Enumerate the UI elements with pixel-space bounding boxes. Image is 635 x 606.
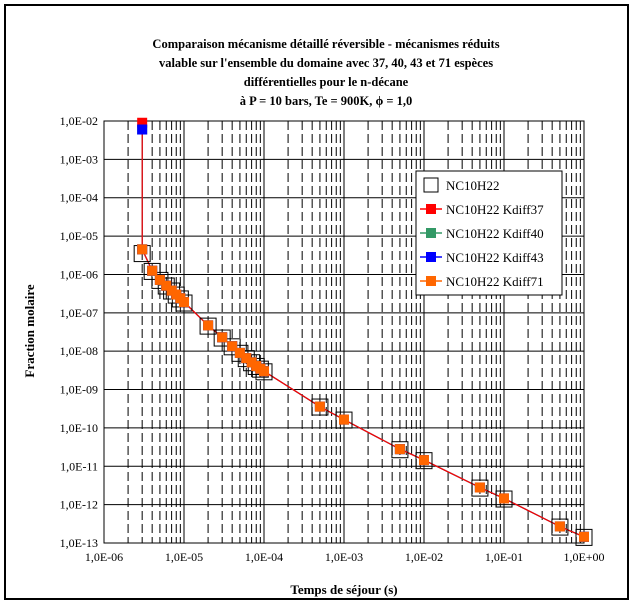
point-nc10h22: [311, 398, 329, 416]
x-tick-label: 1,0E+00: [563, 550, 604, 564]
legend-label-2: NC10H22 Kdiff40: [446, 226, 544, 241]
point-series-4: [217, 332, 228, 343]
point-nc10h22: [575, 528, 593, 546]
point-nc10h22: [495, 490, 513, 508]
chart-frame: Comparaison mécanisme détaillé réversibl…: [4, 4, 629, 600]
x-tick-label: 1,0E-04: [245, 550, 283, 564]
point-series-4: [227, 341, 238, 352]
chart-title-line-1: Comparaison mécanisme détaillé réversibl…: [152, 37, 500, 51]
y-tick-label: 1,0E-07: [60, 306, 98, 320]
x-tick-labels: 1,0E-06 1,0E-05 1,0E-04 1,0E-03 1,0E-02 1,0E-…: [85, 550, 605, 564]
y-tick-label: 1,0E-13: [60, 536, 98, 550]
chart-title-line-3: différentielles pour le n-décane: [243, 75, 409, 89]
point-nc10h22: [391, 441, 409, 459]
legend-label-4: NC10H22 Kdiff71: [446, 274, 544, 289]
point-series-4: [314, 401, 325, 412]
y-tick-label: 1,0E-11: [60, 459, 98, 473]
point-series-4: [259, 366, 269, 377]
point-series-4: [234, 347, 245, 358]
y-tick-label: 1,0E-10: [60, 421, 98, 435]
point-series-3: [137, 124, 148, 135]
point-series-4: [161, 280, 172, 291]
plot-area: [103, 120, 585, 544]
y-tick-label: 1,0E-03: [60, 152, 98, 166]
legend-marker-3: [426, 252, 436, 262]
point-series-4: [137, 244, 148, 255]
y-tick-label: 1,0E-12: [60, 498, 98, 512]
y-tick-label: 1,0E-04: [60, 191, 98, 205]
point-nc10h22: [151, 271, 169, 289]
x-tick-label: 1,0E-05: [165, 550, 203, 564]
point-series-4: [474, 482, 485, 493]
x-tick-label: 1,0E-01: [485, 550, 523, 564]
point-series-4: [554, 521, 565, 532]
point-series-4: [499, 493, 509, 504]
y-tick-label: 1,0E-09: [60, 383, 98, 397]
point-series-4: [339, 414, 349, 425]
legend-label-0: NC10H22: [446, 178, 499, 193]
y-tick-label: 1,0E-05: [60, 229, 98, 243]
point-series-4: [579, 531, 589, 542]
point-series-4: [147, 265, 158, 276]
y-tick-label: 1,0E-06: [60, 267, 98, 281]
point-series-4: [179, 297, 189, 308]
x-tick-label: 1,0E-06: [85, 550, 123, 564]
x-axis-label: Temps de séjour (s): [290, 582, 397, 597]
y-tick-label: 1,0E-02: [60, 114, 98, 128]
legend: NC10H22 NC10H22 Kdiff37 NC10H22 Kdiff40 NC1…: [415, 170, 563, 296]
point-nc10h22: [551, 518, 569, 536]
legend-marker-0: [423, 177, 439, 193]
point-series-4: [419, 455, 429, 466]
point-nc10h22: [335, 411, 353, 429]
point-series-1: [137, 117, 148, 128]
point-series-4: [203, 320, 214, 331]
series-layer: [133, 117, 593, 546]
legend-marker-2: [426, 228, 436, 238]
point-nc10h22: [199, 317, 217, 335]
x-tick-label: 1,0E-03: [325, 550, 363, 564]
point-series-4: [394, 444, 405, 455]
chart-title-line-2: valable sur l'ensemble du domaine avec 3…: [158, 56, 494, 70]
x-tick-label: 1,0E-02: [405, 550, 443, 564]
y-tick-labels: 1,0E-02 1,0E-03 1,0E-04 1,0E-05 1,0E-06 1,0E-…: [60, 114, 98, 550]
y-tick-label: 1,0E-08: [60, 344, 98, 358]
legend-marker-4: [426, 276, 436, 286]
point-series-4: [154, 274, 165, 285]
point-nc10h22: [213, 329, 231, 347]
point-series-4: [241, 353, 252, 364]
point-nc10h22: [471, 479, 489, 497]
chart-title-line-4: à P = 10 bars, Te = 900K, ϕ = 1,0: [239, 94, 413, 108]
point-nc10h22: [415, 452, 433, 470]
legend-marker-1: [426, 204, 436, 214]
legend-label-3: NC10H22 Kdiff43: [446, 250, 544, 265]
y-axis-label: Fraction molaire: [22, 284, 37, 377]
legend-label-1: NC10H22 Kdiff37: [446, 202, 544, 217]
